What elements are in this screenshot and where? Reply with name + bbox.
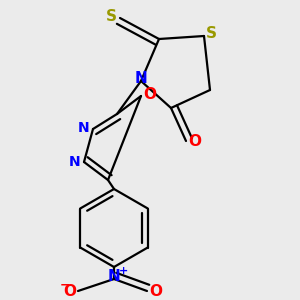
Text: O: O — [63, 284, 76, 298]
Text: O: O — [143, 87, 156, 102]
Text: N: N — [78, 121, 90, 134]
Text: +: + — [119, 266, 128, 277]
Text: −: − — [59, 278, 70, 292]
Text: N: N — [135, 71, 147, 86]
Text: N: N — [69, 155, 81, 169]
Text: O: O — [188, 134, 202, 148]
Text: N: N — [108, 269, 120, 284]
Text: S: S — [106, 9, 117, 24]
Text: S: S — [206, 26, 217, 41]
Text: O: O — [149, 284, 162, 298]
